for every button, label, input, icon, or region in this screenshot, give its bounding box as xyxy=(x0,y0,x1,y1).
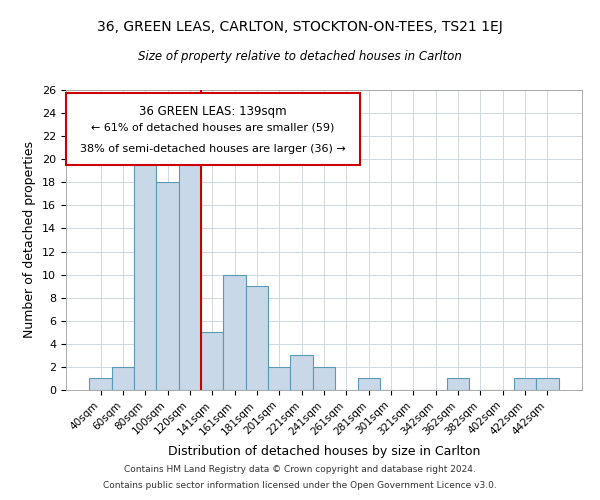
Text: 38% of semi-detached houses are larger (36) →: 38% of semi-detached houses are larger (… xyxy=(80,144,346,154)
FancyBboxPatch shape xyxy=(66,93,360,165)
Bar xyxy=(290,356,313,390)
Bar xyxy=(134,148,157,390)
Text: 36, GREEN LEAS, CARLTON, STOCKTON-ON-TEES, TS21 1EJ: 36, GREEN LEAS, CARLTON, STOCKTON-ON-TEE… xyxy=(97,20,503,34)
Text: Contains public sector information licensed under the Open Government Licence v3: Contains public sector information licen… xyxy=(103,480,497,490)
Text: Contains HM Land Registry data © Crown copyright and database right 2024.: Contains HM Land Registry data © Crown c… xyxy=(124,466,476,474)
Y-axis label: Number of detached properties: Number of detached properties xyxy=(23,142,37,338)
Bar xyxy=(514,378,536,390)
Text: 36 GREEN LEAS: 139sqm: 36 GREEN LEAS: 139sqm xyxy=(139,105,287,118)
Bar xyxy=(223,274,246,390)
Bar xyxy=(89,378,112,390)
Bar xyxy=(536,378,559,390)
Bar xyxy=(447,378,469,390)
Bar xyxy=(201,332,223,390)
Bar xyxy=(358,378,380,390)
Bar xyxy=(179,148,201,390)
Bar xyxy=(268,367,290,390)
X-axis label: Distribution of detached houses by size in Carlton: Distribution of detached houses by size … xyxy=(168,445,480,458)
Bar xyxy=(112,367,134,390)
Bar xyxy=(246,286,268,390)
Bar xyxy=(313,367,335,390)
Text: ← 61% of detached houses are smaller (59): ← 61% of detached houses are smaller (59… xyxy=(91,123,335,133)
Bar xyxy=(157,182,179,390)
Text: Size of property relative to detached houses in Carlton: Size of property relative to detached ho… xyxy=(138,50,462,63)
